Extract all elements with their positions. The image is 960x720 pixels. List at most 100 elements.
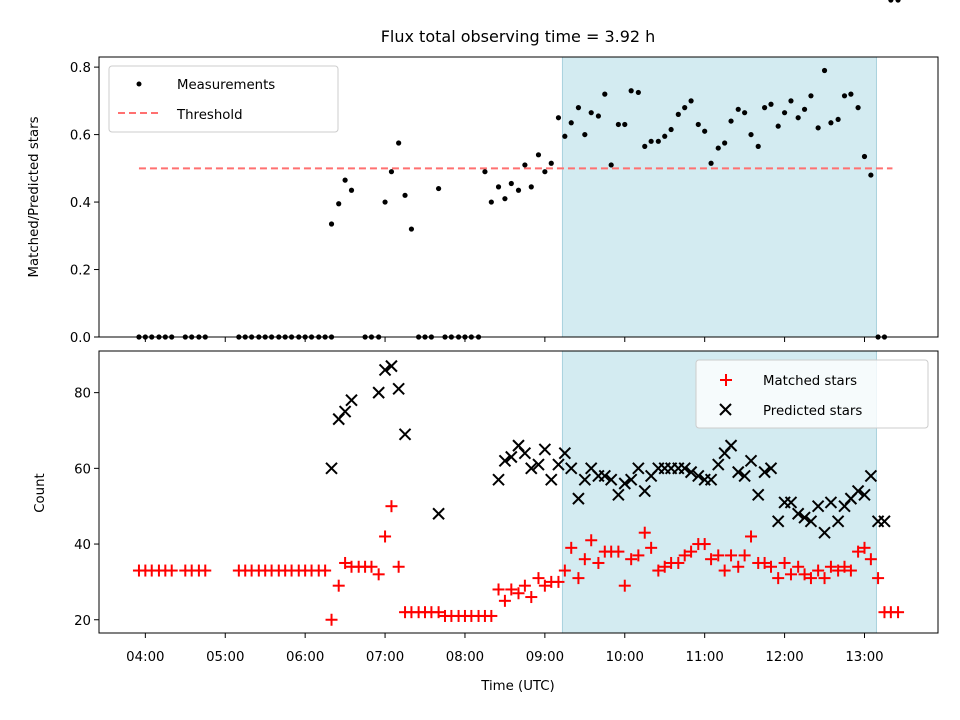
matched-star-point — [392, 560, 405, 573]
predicted-star-point — [678, 462, 691, 475]
predicted-star-point — [552, 458, 565, 471]
top-y-tick-label: 0.4 — [70, 196, 91, 211]
bottom-y-tick-label: 60 — [74, 462, 91, 477]
matched-star-point — [764, 560, 777, 573]
measurement-point — [388, 169, 395, 175]
measurement-point — [522, 162, 528, 168]
measurement-point — [755, 143, 761, 149]
predicted-star-point — [758, 465, 771, 479]
bottom-legend: Matched stars Predicted stars — [695, 359, 929, 429]
predicted-star-point — [618, 477, 631, 490]
measurement-point — [582, 131, 588, 138]
measurement-point — [602, 91, 608, 97]
bottom-y-axis-label: Count — [33, 473, 48, 513]
predicted-star-point — [545, 473, 558, 486]
matched-star-point — [565, 541, 578, 554]
matched-star-point — [372, 568, 385, 581]
measurement-point — [575, 105, 582, 111]
measurement-point — [508, 180, 514, 187]
bottom-y-tick-label: 20 — [74, 614, 91, 629]
measurement-point — [801, 106, 808, 112]
matched-star-point — [872, 572, 885, 585]
matched-star-point — [818, 572, 831, 585]
top-y-axis-label: Matched/Predicted stars — [27, 116, 42, 277]
predicted-star-point — [325, 462, 338, 475]
measurement-point — [495, 184, 502, 190]
matched-star-point — [718, 564, 731, 577]
measurement-point — [861, 153, 868, 160]
measurement-point — [396, 140, 402, 146]
bottom-legend-box — [695, 359, 929, 429]
matched-star-point — [319, 564, 332, 577]
measurement-point — [848, 91, 854, 97]
measurement-point — [548, 160, 554, 166]
top-shaded-region-layer — [561, 56, 877, 338]
matched-star-point — [578, 553, 591, 566]
matched-star-point — [838, 560, 851, 573]
x-tick-label: 06:00 — [286, 650, 324, 665]
predicted-star-point — [851, 484, 865, 498]
measurement-point — [402, 192, 408, 198]
matched-star-point — [645, 541, 658, 554]
matched-star-point — [385, 500, 398, 513]
measurement-point — [855, 105, 861, 111]
predicted-star-point — [804, 515, 818, 528]
x-axis-label: Time (UTC) — [480, 679, 555, 694]
predicted-star-point — [612, 488, 625, 502]
predicted-star-point — [738, 469, 751, 483]
predicted-star-point — [538, 443, 552, 456]
matched-star-point — [638, 526, 651, 539]
matched-star-point — [852, 545, 865, 558]
matched-star-point — [552, 575, 565, 588]
matched-star-point — [199, 564, 212, 577]
predicted-star-point — [752, 488, 765, 502]
matched-star-point — [658, 560, 671, 573]
matched-star-point — [432, 606, 445, 619]
measurement-point — [635, 89, 641, 96]
measurement-point — [382, 199, 388, 205]
legend-measurements-label: Measurements — [177, 78, 275, 93]
measurement-point — [588, 110, 594, 116]
predicted-star-point — [784, 496, 798, 509]
predicted-star-point — [518, 446, 532, 460]
predicted-star-point — [704, 473, 718, 486]
predicted-star-point — [724, 439, 738, 452]
top-y-tick-label: 0.0 — [70, 331, 91, 346]
predicted-star-point — [818, 526, 831, 539]
top-observing-window — [561, 56, 877, 338]
predicted-star-point — [338, 405, 352, 418]
x-tick-label: 08:00 — [446, 650, 484, 665]
measurement-point — [788, 98, 794, 104]
measurement-point — [748, 131, 754, 138]
top-legend: Measurements Threshold — [108, 65, 339, 133]
predicted-star-point — [498, 454, 512, 467]
predicted-star-point — [392, 382, 405, 396]
measurement-point — [715, 145, 721, 151]
legend-predicted-label: Predicted stars — [763, 404, 862, 419]
bottom-panel: 20 40 60 80 04:00 05:00 06:00 07:00 08:00 09:00 1… — [33, 350, 939, 694]
x-tick-label: 07:00 — [366, 650, 404, 665]
legend-matched-marker — [720, 374, 732, 386]
top-x-ticks — [144, 337, 865, 342]
matched-star-point — [612, 545, 625, 558]
predicted-star-point — [532, 458, 545, 471]
predicted-star-point — [744, 454, 758, 467]
matched-star-point — [652, 564, 665, 577]
matched-star-point — [525, 591, 538, 604]
predicted-star-point — [791, 507, 805, 520]
predicted-star-point — [604, 473, 618, 486]
x-tick-label: 12:00 — [765, 650, 803, 665]
measurement-point — [528, 184, 534, 190]
measurement-point — [642, 143, 648, 149]
predicted-star-point — [878, 515, 891, 528]
bottom-axes-frame — [98, 350, 939, 634]
matched-star-point — [738, 549, 751, 562]
measurement-point — [622, 121, 628, 128]
measurement-point — [328, 221, 335, 227]
measurement-point — [435, 185, 442, 192]
measurement-point — [835, 116, 841, 123]
matched-star-point — [505, 583, 518, 596]
measurement-point — [562, 133, 568, 139]
matched-star-point — [585, 534, 598, 547]
matched-star-point — [625, 553, 638, 566]
